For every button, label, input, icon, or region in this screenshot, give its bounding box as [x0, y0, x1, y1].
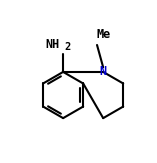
Text: N: N [100, 65, 107, 78]
Text: NH: NH [45, 38, 60, 52]
Text: Me: Me [96, 29, 110, 41]
Text: 2: 2 [65, 42, 71, 52]
